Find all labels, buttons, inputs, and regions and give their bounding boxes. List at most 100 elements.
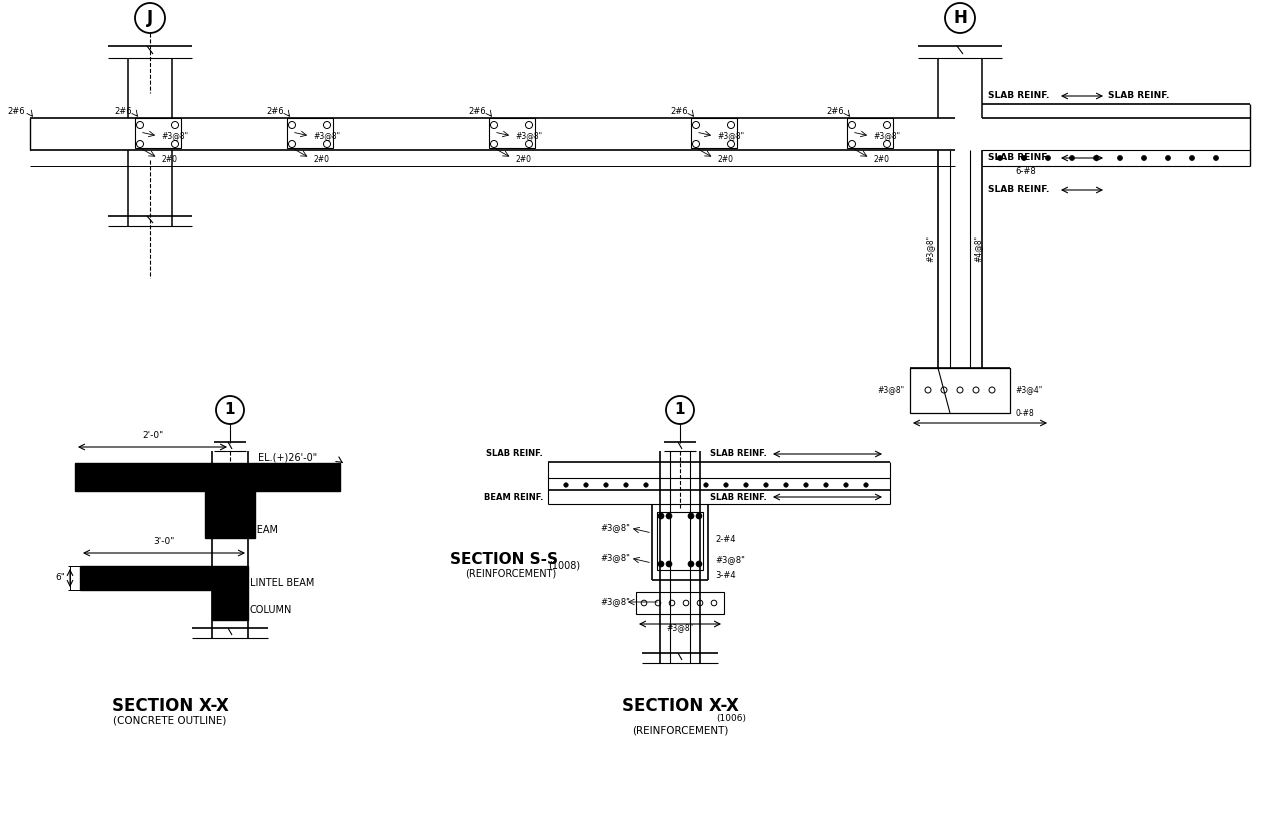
Text: #3@8": #3@8" bbox=[873, 132, 900, 141]
Text: 2#6: 2#6 bbox=[671, 106, 688, 116]
Bar bbox=[910, 368, 1010, 413]
Bar bbox=[489, 118, 535, 148]
Text: SLAB REINF.: SLAB REINF. bbox=[988, 153, 1049, 163]
Text: (1008): (1008) bbox=[548, 561, 580, 571]
Text: 2#6: 2#6 bbox=[8, 106, 26, 116]
Circle shape bbox=[1117, 156, 1122, 161]
Circle shape bbox=[998, 156, 1002, 161]
Text: COLUMN: COLUMN bbox=[250, 605, 293, 615]
Text: #3@8": #3@8" bbox=[599, 524, 630, 532]
Circle shape bbox=[624, 483, 629, 487]
Text: 3'-0": 3'-0" bbox=[153, 537, 175, 546]
Text: 2#0: 2#0 bbox=[313, 156, 328, 164]
Text: 2#0: 2#0 bbox=[717, 156, 734, 164]
Text: #3@8": #3@8" bbox=[313, 132, 340, 141]
Text: 2#6: 2#6 bbox=[468, 106, 486, 116]
Text: EL.(+)26'-0": EL.(+)26'-0" bbox=[258, 452, 317, 462]
Circle shape bbox=[1070, 156, 1075, 161]
Circle shape bbox=[697, 561, 702, 567]
Text: 2#6: 2#6 bbox=[266, 106, 284, 116]
Bar bbox=[288, 118, 334, 148]
Circle shape bbox=[603, 483, 608, 487]
Bar bbox=[657, 512, 703, 570]
Text: #3@8": #3@8" bbox=[515, 132, 542, 141]
Text: (CONCRETE OUTLINE): (CONCRETE OUTLINE) bbox=[114, 715, 226, 725]
Bar bbox=[636, 592, 725, 614]
Text: 6-#8: 6-#8 bbox=[1015, 168, 1035, 177]
Text: 2#0: 2#0 bbox=[873, 156, 889, 164]
Text: #3@8": #3@8" bbox=[714, 556, 745, 565]
Text: #3@8": #3@8" bbox=[927, 235, 935, 261]
Circle shape bbox=[688, 513, 694, 519]
Text: H: H bbox=[953, 9, 967, 27]
Text: 2#6: 2#6 bbox=[114, 106, 132, 116]
Circle shape bbox=[1190, 156, 1195, 161]
Bar bbox=[212, 590, 248, 620]
Circle shape bbox=[584, 483, 588, 487]
Text: SLAB REINF.: SLAB REINF. bbox=[486, 449, 543, 458]
Text: SECTION S-S: SECTION S-S bbox=[450, 552, 558, 567]
Circle shape bbox=[658, 513, 665, 519]
Text: 1: 1 bbox=[225, 402, 235, 417]
Bar bbox=[204, 491, 256, 538]
Text: 2#6: 2#6 bbox=[827, 106, 843, 116]
Circle shape bbox=[824, 483, 828, 487]
Text: SLAB REINF.: SLAB REINF. bbox=[1108, 91, 1169, 101]
Circle shape bbox=[843, 483, 849, 487]
Bar bbox=[691, 118, 737, 148]
Circle shape bbox=[1214, 156, 1218, 161]
Circle shape bbox=[564, 483, 569, 487]
Circle shape bbox=[783, 483, 789, 487]
Circle shape bbox=[1166, 156, 1171, 161]
Text: #3@8": #3@8" bbox=[599, 597, 630, 607]
Text: SLAB REINF.: SLAB REINF. bbox=[988, 91, 1049, 101]
Circle shape bbox=[666, 561, 672, 567]
Text: (1006): (1006) bbox=[716, 713, 746, 722]
Text: 2-#4: 2-#4 bbox=[714, 535, 736, 545]
Text: 2#0: 2#0 bbox=[161, 156, 176, 164]
Bar bbox=[847, 118, 893, 148]
Text: #3@8": #3@8" bbox=[599, 554, 630, 562]
Bar bbox=[75, 463, 340, 491]
Text: BEAM REINF.: BEAM REINF. bbox=[483, 493, 543, 501]
Circle shape bbox=[1045, 156, 1051, 161]
Circle shape bbox=[688, 561, 694, 567]
Text: (REINFORCEMENT): (REINFORCEMENT) bbox=[631, 725, 728, 735]
Text: J: J bbox=[147, 9, 153, 27]
Text: SLAB REINF.: SLAB REINF. bbox=[711, 493, 767, 501]
Circle shape bbox=[804, 483, 808, 487]
Circle shape bbox=[764, 483, 768, 487]
Circle shape bbox=[704, 483, 708, 487]
Bar bbox=[135, 118, 181, 148]
Text: #3@8": #3@8" bbox=[717, 132, 744, 141]
Circle shape bbox=[1021, 156, 1026, 161]
Circle shape bbox=[744, 483, 748, 487]
Circle shape bbox=[1094, 156, 1099, 161]
Text: #4@8": #4@8" bbox=[974, 235, 983, 261]
Text: #3@4": #3@4" bbox=[1015, 385, 1043, 395]
Text: 1: 1 bbox=[675, 402, 685, 417]
Text: LINTEL BEAM: LINTEL BEAM bbox=[250, 578, 314, 588]
Text: SECTION X-X: SECTION X-X bbox=[111, 697, 229, 715]
Circle shape bbox=[644, 483, 648, 487]
Text: #3@8": #3@8" bbox=[666, 623, 694, 632]
Circle shape bbox=[723, 483, 728, 487]
Text: (REINFORCEMENT): (REINFORCEMENT) bbox=[465, 569, 556, 579]
Circle shape bbox=[658, 561, 665, 567]
Text: BEAM: BEAM bbox=[250, 525, 279, 535]
Circle shape bbox=[666, 513, 672, 519]
Circle shape bbox=[697, 513, 702, 519]
Text: SLAB REINF.: SLAB REINF. bbox=[988, 185, 1049, 194]
Text: 3-#4: 3-#4 bbox=[714, 572, 736, 581]
Text: SLAB REINF.: SLAB REINF. bbox=[711, 449, 767, 458]
Text: 2'-0": 2'-0" bbox=[142, 431, 164, 440]
Circle shape bbox=[1141, 156, 1146, 161]
Text: #3@8": #3@8" bbox=[878, 385, 905, 395]
Bar bbox=[81, 566, 248, 590]
Text: SECTION X-X: SECTION X-X bbox=[621, 697, 739, 715]
Text: 0-#8: 0-#8 bbox=[1015, 408, 1034, 417]
Text: 2#0: 2#0 bbox=[515, 156, 530, 164]
Circle shape bbox=[864, 483, 868, 487]
Text: #3@8": #3@8" bbox=[161, 132, 188, 141]
Text: 6": 6" bbox=[55, 573, 65, 582]
